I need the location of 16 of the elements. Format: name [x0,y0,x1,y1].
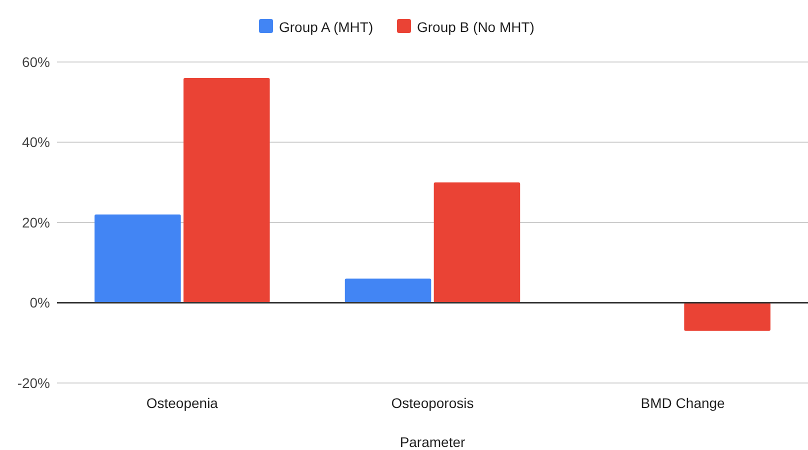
x-tick-label: BMD Change [640,395,726,411]
x-tick-label: Osteopenia [146,395,218,411]
y-tick-label: 60% [22,54,50,70]
bar [184,78,270,303]
bar [684,302,770,331]
legend-label: Group B (No MHT) [417,18,534,35]
bar [434,182,520,303]
y-tick-label: 40% [22,134,50,150]
y-tick-label: -20% [17,374,50,391]
x-axis-title: Parameter [400,434,466,450]
y-tick-label: 0% [30,294,50,311]
bar [344,278,432,303]
x-tick-label: Osteoporosis [391,395,474,411]
bar [94,214,181,303]
legend-label: Group A (MHT) [279,18,374,35]
y-tick-label: 20% [22,214,50,230]
